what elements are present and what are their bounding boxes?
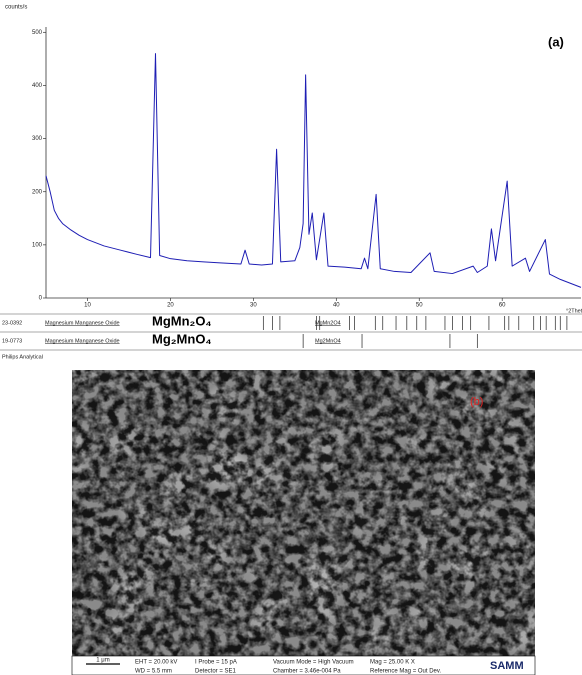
- x-tick-label: 50: [416, 303, 423, 309]
- y-tick-label: 0: [39, 296, 43, 302]
- y-tick-label: 100: [32, 242, 43, 248]
- footer: Philips Analytical: [2, 354, 43, 360]
- ref-name: Magnesium Manganese Oxide: [45, 338, 120, 344]
- sem-info: EHT = 20.00 kV: [135, 660, 177, 666]
- sem-info: WD = 5.5 mm: [135, 669, 172, 675]
- xrd-line: [46, 54, 581, 288]
- x-axis-label: °2Theta: [566, 308, 582, 314]
- x-tick-label: 10: [84, 303, 91, 309]
- sem-info: Mag = 25.00 K X: [370, 660, 415, 666]
- sem-info: Detector = SE1: [195, 669, 237, 675]
- ref-card-label: MgMn2O4: [315, 320, 341, 326]
- ref-card-label: Mg2MnO4: [315, 338, 341, 344]
- x-tick-label: 30: [250, 303, 257, 309]
- sem-grains: [72, 370, 535, 656]
- ref-formula: Mg₂MnO₄: [152, 331, 212, 346]
- ref-code: 23-0392: [2, 320, 22, 326]
- sem-scale-label: 1 μm: [96, 658, 109, 664]
- y-tick-label: 200: [32, 189, 43, 195]
- sem-info: Vacuum Mode = High Vacuum: [273, 660, 354, 666]
- ref-code: 19-0773: [2, 338, 22, 344]
- sem-logo: SAMM: [490, 660, 524, 672]
- y-axis-label: counts/s: [5, 5, 27, 11]
- y-tick-label: 400: [32, 83, 43, 89]
- sem-image: [72, 370, 535, 675]
- x-tick-label: 40: [333, 303, 340, 309]
- sem-info: Reference Mag = Out Dev.: [370, 669, 441, 675]
- sem-info: I Probe = 15 pA: [195, 660, 237, 666]
- ref-name: Magnesium Manganese Oxide: [45, 320, 120, 326]
- x-tick-label: 60: [499, 303, 506, 309]
- y-tick-label: 300: [32, 136, 43, 142]
- figure: counts/s (a) 0 100 200 300 400 500 10 20 30 40 50 60 °…: [0, 0, 582, 675]
- x-tick-label: 20: [167, 303, 174, 309]
- ref-formula: MgMn₂O₄: [152, 313, 212, 328]
- panel-label: (a): [548, 34, 564, 49]
- sem-panel-label: (b): [470, 396, 483, 408]
- sem-info: Chamber = 3.46e-004 Pa: [273, 669, 341, 675]
- y-tick-label: 500: [32, 30, 43, 36]
